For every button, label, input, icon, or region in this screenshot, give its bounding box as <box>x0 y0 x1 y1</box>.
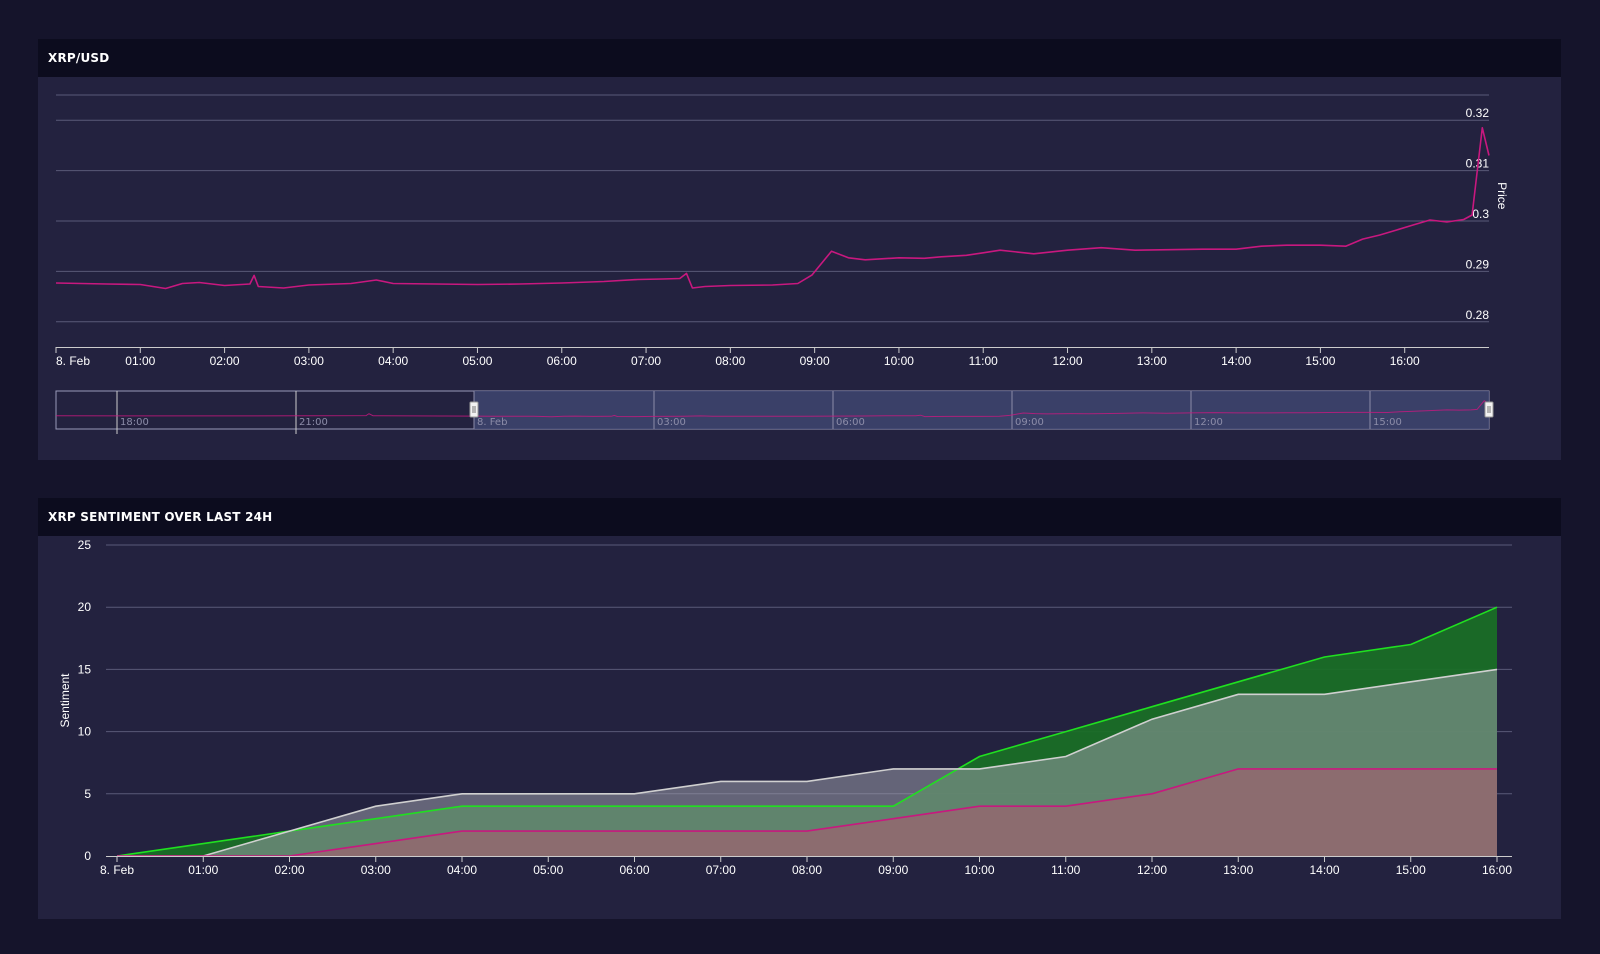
sentiment-y-axis-title: Sentiment <box>58 673 72 728</box>
sentiment-y-tick-label: 10 <box>78 725 92 739</box>
price-x-tick-label: 16:00 <box>1390 354 1420 368</box>
navigator-tick-label: 15:00 <box>1373 417 1402 428</box>
sentiment-x-tick-label: 08:00 <box>792 863 822 877</box>
navigator-right-handle[interactable] <box>1484 401 1494 418</box>
price-y-tick-label: 0.28 <box>1466 308 1490 322</box>
price-x-tick-label: 02:00 <box>210 354 240 368</box>
sentiment-negative-area[interactable] <box>117 768 1497 856</box>
sentiment-x-tick-label: 12:00 <box>1137 863 1167 877</box>
navigator-tick-label: 03:00 <box>657 417 686 428</box>
sentiment-x-tick-label: 15:00 <box>1396 863 1426 877</box>
navigator-tick-label: 09:00 <box>1015 417 1044 428</box>
price-x-tick-label: 13:00 <box>1137 354 1167 368</box>
sentiment-x-tick-label: 04:00 <box>447 863 477 877</box>
sentiment-neutral-line[interactable] <box>117 668 1498 857</box>
navigator-tick-label: 06:00 <box>836 417 865 428</box>
sentiment-y-tick-label: 15 <box>78 662 92 676</box>
price-x-tick-label: 15:00 <box>1305 354 1335 368</box>
sentiment-x-tick-label: 14:00 <box>1309 863 1339 877</box>
price-x-tick-label: 01:00 <box>125 354 155 368</box>
sentiment-y-tick-label: 5 <box>84 787 91 801</box>
sentiment-x-tick-label: 11:00 <box>1051 863 1080 877</box>
price-y-tick-label: 0.32 <box>1466 106 1490 120</box>
sentiment-panel-title: XRP SENTIMENT OVER LAST 24H <box>38 498 1561 536</box>
navigator-tick-label: 12:00 <box>1194 417 1223 428</box>
price-series-line[interactable] <box>55 127 1490 290</box>
navigator-selection[interactable] <box>474 391 1489 429</box>
price-x-tick-label: 10:00 <box>884 354 914 368</box>
sentiment-x-tick-label: 09:00 <box>878 863 908 877</box>
sentiment-y-tick-label: 25 <box>78 538 92 552</box>
sentiment-negative-line[interactable] <box>117 768 1497 857</box>
sentiment-x-tick-label: 05:00 <box>533 863 563 877</box>
price-x-tick-label: 8. Feb <box>56 354 90 368</box>
price-x-tick-label: 04:00 <box>378 354 408 368</box>
price-x-tick-label: 06:00 <box>547 354 577 368</box>
price-x-tick-label: 08:00 <box>715 354 745 368</box>
sentiment-x-tick-label: 02:00 <box>274 863 304 877</box>
price-x-tick-label: 09:00 <box>800 354 830 368</box>
sentiment-x-tick-label: 16:00 <box>1482 863 1512 877</box>
price-navigator[interactable]: 18:00 21:00 8. Feb 03:00 06:00 09:00 12:00 15:0… <box>55 390 1494 434</box>
navigator-series-line <box>55 400 1490 418</box>
sentiment-x-tick-label: 06:00 <box>619 863 649 877</box>
navigator-left-handle[interactable] <box>469 401 479 418</box>
price-x-tick-label: 12:00 <box>1053 354 1083 368</box>
price-y-axis-title: Price <box>1495 182 1509 210</box>
price-x-tick-label: 07:00 <box>631 354 661 368</box>
sentiment-x-tick-label: 03:00 <box>361 863 391 877</box>
sentiment-x-tick-label: 07:00 <box>706 863 736 877</box>
price-y-tick-label: 0.3 <box>1472 207 1489 221</box>
sentiment-y-tick-label: 20 <box>78 600 92 614</box>
price-x-tick-label: 03:00 <box>294 354 324 368</box>
price-x-tick-label: 11:00 <box>969 354 998 368</box>
navigator-tick-label: 21:00 <box>299 417 328 428</box>
price-y-tick-label: 0.29 <box>1466 257 1490 271</box>
sentiment-x-tick-label: 01:00 <box>188 863 218 877</box>
price-x-tick-label: 14:00 <box>1221 354 1251 368</box>
price-x-tick-label: 05:00 <box>462 354 492 368</box>
navigator-tick-label: 8. Feb <box>477 417 507 428</box>
sentiment-x-tick-label: 13:00 <box>1223 863 1253 877</box>
sentiment-x-tick-label: 8. Feb <box>100 863 134 877</box>
sentiment-x-tick-label: 10:00 <box>964 863 994 877</box>
sentiment-panel: XRP SENTIMENT OVER LAST 24H 0 5 10 15 20 25 Se… <box>38 498 1561 919</box>
sentiment-y-tick-label: 0 <box>84 849 91 863</box>
sentiment-chart[interactable]: 0 5 10 15 20 25 Sentiment 8. Feb 01:00 02:00 03:00… <box>38 536 1561 919</box>
navigator-tick-label: 18:00 <box>120 417 149 428</box>
price-panel-title: XRP/USD <box>38 39 1561 77</box>
sentiment-positive-line[interactable] <box>116 606 1498 857</box>
price-panel: XRP/USD 0.28 0.29 0.3 0.31 0.32 Price 8. Feb 01… <box>38 39 1561 460</box>
